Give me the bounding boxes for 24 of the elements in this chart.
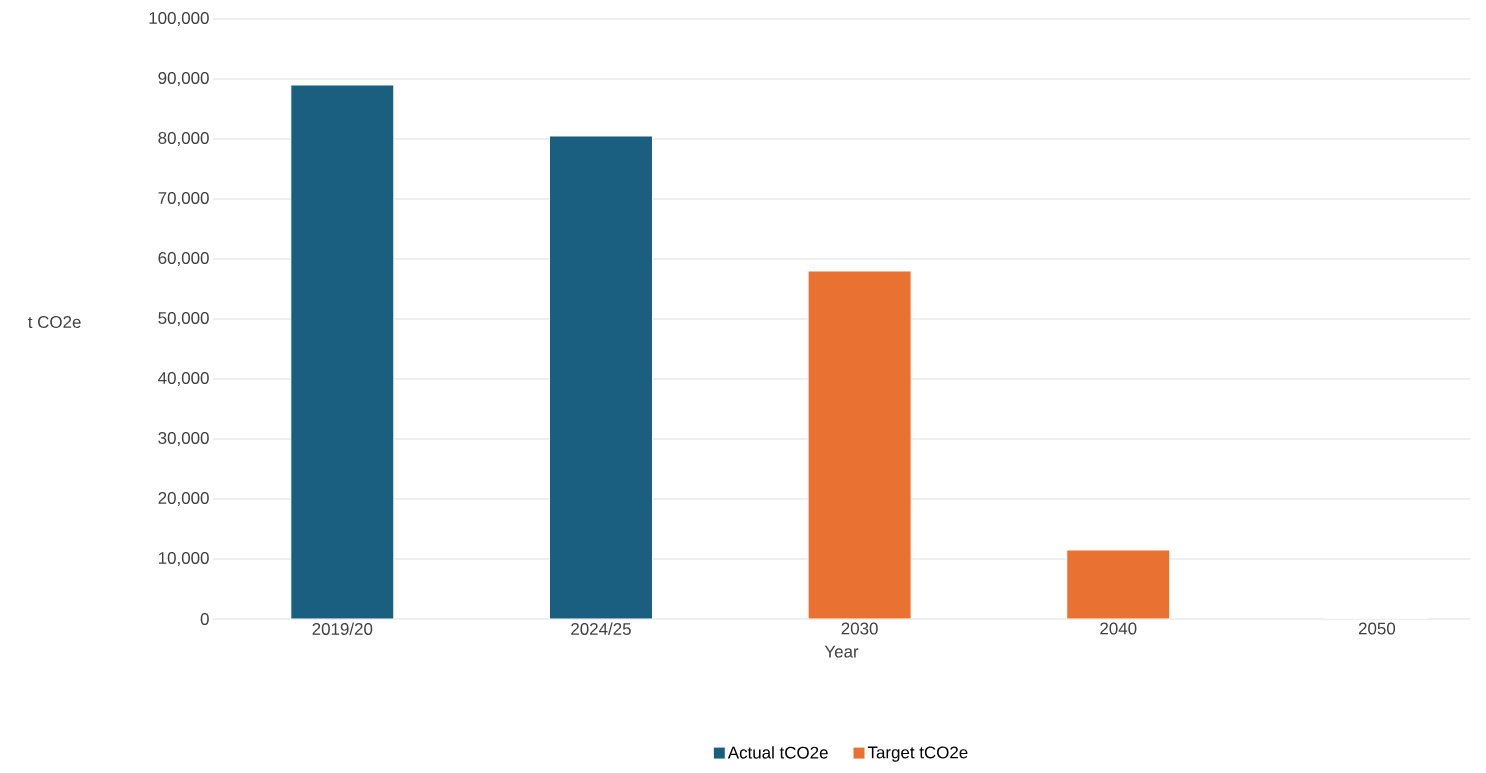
- x-tick-label: 2030: [841, 622, 878, 635]
- y-axis-title: t CO2e: [28, 316, 81, 328]
- bar: [1066, 549, 1171, 619]
- y-tick-label: 80,000: [158, 132, 209, 146]
- y-tick-label: 10,000: [158, 552, 209, 566]
- bar: [290, 84, 395, 619]
- y-tick-label: 70,000: [158, 192, 209, 206]
- x-axis-title: Year: [824, 645, 859, 658]
- x-tick-label: 2040: [1100, 622, 1137, 635]
- x-tick-label: 2024/25: [571, 622, 631, 635]
- legend-label: Actual tCO2e: [727, 746, 828, 759]
- y-tick-label: 20,000: [158, 492, 209, 506]
- bar: [548, 135, 653, 619]
- y-tick-label: 30,000: [158, 432, 209, 446]
- y-tick-label: 100,000: [149, 11, 209, 26]
- x-tick-label: 2050: [1358, 622, 1396, 635]
- y-tick-label: 0: [200, 613, 209, 625]
- y-tick-label: 50,000: [158, 312, 209, 326]
- bar: [807, 270, 912, 619]
- y-tick-label: 60,000: [158, 252, 209, 266]
- y-tick-label: 40,000: [158, 372, 209, 386]
- legend-label: Target tCO2e: [867, 746, 968, 762]
- y-tick-label: 90,000: [158, 71, 209, 86]
- x-tick-label: 2019/20: [312, 622, 373, 635]
